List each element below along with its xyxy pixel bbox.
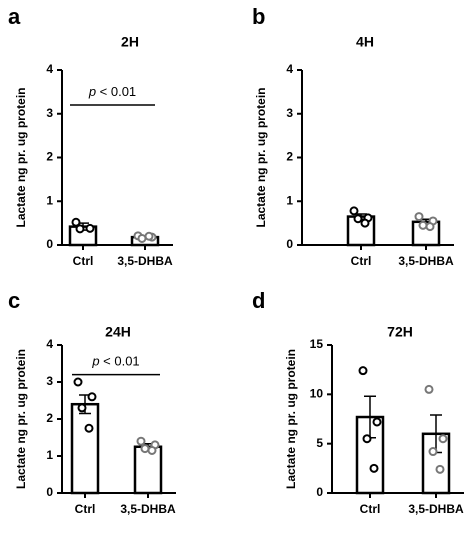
y-tick-label: 2 (46, 411, 53, 425)
data-point (147, 445, 157, 455)
data-point (435, 464, 445, 474)
y-axis-label: Lactate ng pr. ug protein (254, 87, 268, 227)
data-point (87, 392, 97, 402)
data-point (353, 214, 363, 224)
y-tick-label: 3 (46, 106, 53, 120)
y-tick-label: 4 (286, 62, 293, 76)
data-point (71, 217, 81, 227)
data-point (77, 403, 87, 413)
data-point (73, 377, 83, 387)
data-point (438, 434, 448, 444)
y-tick-label: 4 (46, 62, 53, 76)
y-tick-label: 0 (46, 237, 53, 251)
significance-label: p < 0.01 (88, 84, 136, 99)
y-tick-label: 0 (46, 485, 53, 499)
data-point (414, 212, 424, 222)
x-tick-label: 3,5-DHBA (117, 254, 173, 268)
significance-label: p < 0.01 (91, 354, 139, 369)
data-point (84, 423, 94, 433)
y-tick-label: 2 (286, 150, 293, 164)
chart-title: 24H (105, 324, 131, 340)
bar (70, 402, 100, 495)
data-point (418, 220, 428, 230)
y-tick-label: 0 (316, 485, 323, 499)
data-point (425, 222, 435, 232)
data-point (358, 366, 368, 376)
bar (133, 445, 163, 495)
data-point (75, 224, 85, 234)
y-tick-label: 1 (46, 448, 53, 462)
y-tick-label: 5 (316, 436, 323, 450)
x-tick-label: Ctrl (73, 254, 94, 268)
data-point (140, 444, 150, 454)
y-tick-label: 1 (46, 193, 53, 207)
chart-title: 72H (387, 324, 413, 340)
y-axis-label: Lactate ng pr. ug protein (14, 349, 28, 489)
panel-letter: c (8, 288, 20, 313)
y-tick-label: 1 (286, 193, 293, 207)
panel-letter: b (252, 4, 265, 29)
data-point (136, 436, 146, 446)
chart-title: 2H (121, 34, 139, 50)
y-tick-label: 0 (286, 237, 293, 251)
x-tick-label: 3,5-DHBA (398, 254, 454, 268)
y-tick-label: 4 (46, 337, 53, 351)
x-tick-label: Ctrl (351, 254, 372, 268)
x-tick-label: 3,5-DHBA (408, 502, 464, 516)
y-tick-label: 2 (46, 150, 53, 164)
panel-letter: a (8, 4, 21, 29)
data-point (428, 447, 438, 457)
y-tick-label: 3 (286, 106, 293, 120)
data-point (360, 218, 370, 228)
data-point (424, 384, 434, 394)
data-point (362, 434, 372, 444)
bar (355, 415, 385, 495)
panel-letter: d (252, 288, 265, 313)
data-point (372, 417, 382, 427)
y-tick-label: 10 (310, 387, 324, 401)
x-tick-label: Ctrl (75, 502, 96, 516)
data-point (137, 233, 147, 243)
x-tick-label: 3,5-DHBA (120, 502, 176, 516)
x-tick-label: Ctrl (360, 502, 381, 516)
y-axis-label: Lactate ng pr. ug protein (284, 349, 298, 489)
y-tick-label: 15 (310, 337, 324, 351)
data-point (349, 206, 359, 216)
y-tick-label: 3 (46, 374, 53, 388)
data-point (85, 223, 95, 233)
data-point (144, 231, 154, 241)
y-axis-label: Lactate ng pr. ug protein (14, 87, 28, 227)
data-point (369, 463, 379, 473)
chart-title: 4H (356, 34, 374, 50)
